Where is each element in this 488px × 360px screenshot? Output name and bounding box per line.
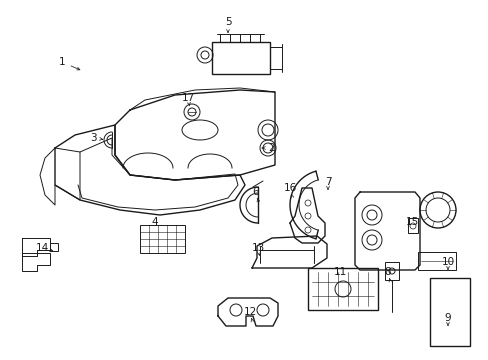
Text: 16: 16: [283, 183, 296, 193]
Text: 6: 6: [252, 187, 259, 197]
Bar: [307, 268, 377, 310]
Bar: [417, 252, 455, 270]
Text: 14: 14: [35, 243, 48, 253]
Text: 17: 17: [181, 93, 194, 103]
Bar: [407, 218, 417, 233]
Text: 2: 2: [268, 143, 275, 153]
Text: 7: 7: [324, 177, 331, 187]
Bar: [384, 262, 398, 280]
Text: 13: 13: [251, 243, 264, 253]
Text: 10: 10: [441, 257, 454, 267]
Text: 9: 9: [444, 313, 450, 323]
Bar: [212, 42, 269, 74]
Text: 1: 1: [59, 57, 65, 67]
Bar: [140, 225, 184, 253]
Bar: [429, 278, 469, 346]
Text: 15: 15: [405, 217, 418, 227]
Text: 5: 5: [224, 17, 231, 27]
Text: 8: 8: [384, 267, 390, 277]
Text: 4: 4: [151, 217, 158, 227]
Text: 12: 12: [243, 307, 256, 317]
Text: 3: 3: [89, 133, 96, 143]
Bar: [50, 243, 58, 251]
Text: 11: 11: [333, 267, 346, 277]
